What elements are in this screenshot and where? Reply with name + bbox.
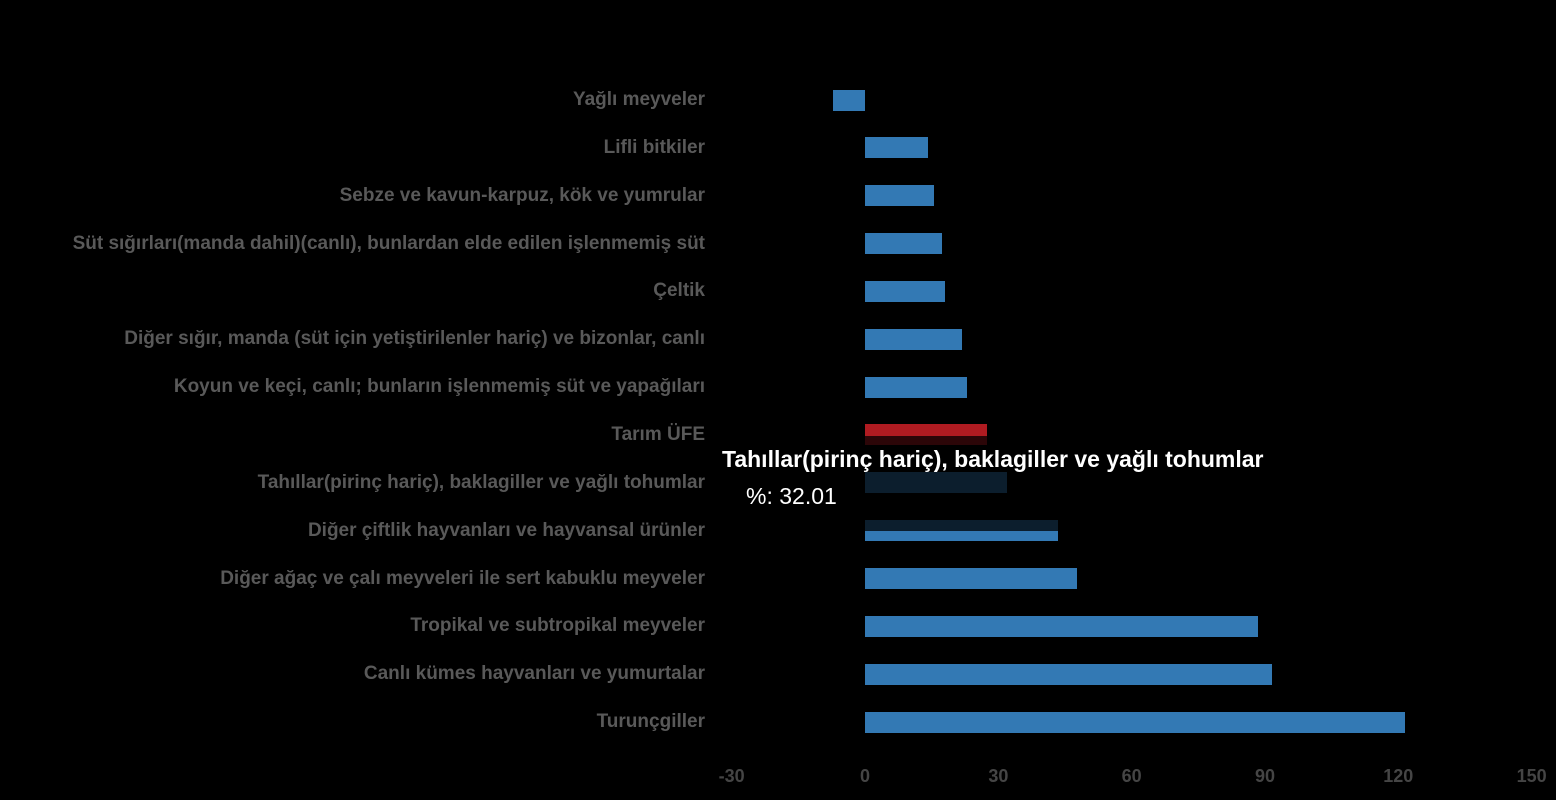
tooltip-body: %: 32.01 xyxy=(722,483,1242,509)
category-label: Süt sığırları(manda dahil)(canlı), bunla… xyxy=(72,232,705,254)
x-axis-tick-label: 0 xyxy=(859,766,870,786)
category-label: Lifli bitkiler xyxy=(603,136,705,158)
x-axis-tick-label: 90 xyxy=(1254,766,1275,786)
bar[interactable] xyxy=(865,663,1273,685)
category-label: Turunçgiller xyxy=(596,711,705,733)
category-label: Tarım ÜFE xyxy=(611,423,705,445)
bar[interactable] xyxy=(865,280,945,302)
bar[interactable] xyxy=(865,615,1258,637)
bar[interactable] xyxy=(865,376,968,398)
tooltip-value: %: 32.01 xyxy=(746,483,837,509)
bar[interactable] xyxy=(865,328,963,350)
x-axis-tick-label: 60 xyxy=(1121,766,1142,786)
x-axis-tick-label: 150 xyxy=(1516,766,1547,786)
category-label: Canlı kümes hayvanları ve yumurtalar xyxy=(363,663,705,685)
category-label: Tahıllar(pirinç hariç), baklagiller ve y… xyxy=(257,471,705,493)
x-axis-tick-label: -30 xyxy=(718,766,745,786)
category-label: Çeltik xyxy=(653,280,705,302)
x-axis-tick-label: 30 xyxy=(988,766,1009,786)
tooltip-series-marker-icon xyxy=(722,489,737,504)
category-label: Diğer ağaç ve çalı meyveleri ile sert ka… xyxy=(220,567,705,589)
tooltip: Tahıllar(pirinç hariç), baklagiller ve y… xyxy=(714,436,1264,531)
bar[interactable] xyxy=(865,233,943,255)
bar[interactable] xyxy=(833,89,865,111)
bar[interactable] xyxy=(865,711,1405,733)
category-label: Diğer sığır, manda (süt için yetiştirile… xyxy=(124,328,705,350)
category-label: Tropikal ve subtropikal meyveler xyxy=(410,615,705,637)
bar[interactable] xyxy=(865,137,928,159)
category-label: Diğer çiftlik hayvanları ve hayvansal ür… xyxy=(307,519,705,541)
category-label: Yağlı meyveler xyxy=(572,89,705,110)
tooltip-title: Tahıllar(pirinç hariç), baklagiller ve y… xyxy=(722,446,1264,472)
bar[interactable] xyxy=(865,568,1077,589)
category-label: Sebze ve kavun-karpuz, kök ve yumrular xyxy=(339,184,705,206)
bar[interactable] xyxy=(865,185,935,207)
category-label: Koyun ve keçi, canlı; bunların işlenmemi… xyxy=(173,376,705,398)
x-axis-tick-label: 120 xyxy=(1383,766,1414,786)
